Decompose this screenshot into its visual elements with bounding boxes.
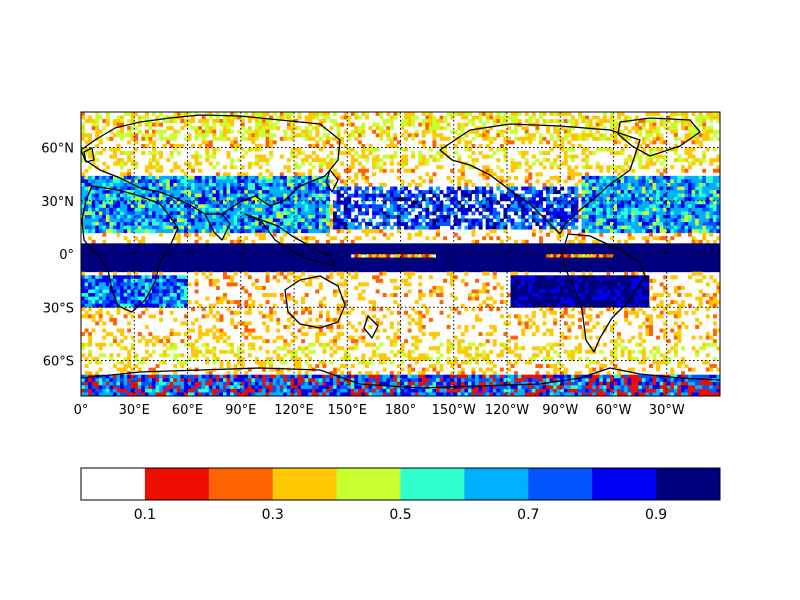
coastline-uk	[83, 147, 95, 163]
colorbar-swatch	[272, 468, 338, 500]
coastline-north-america	[439, 123, 641, 235]
colorbar-tick-label: 0.3	[262, 507, 284, 523]
colorbar: 0.1 0.3 0.5 0.7 0.9	[80, 467, 721, 523]
colorbar-frame	[80, 467, 721, 501]
colorbar-tick-label: 0.7	[517, 507, 539, 523]
colorbar-swatches	[81, 468, 721, 500]
lon-label: 150°W	[432, 403, 476, 418]
coastline-india	[204, 213, 231, 241]
coastline-europe-asia	[81, 114, 341, 215]
map-panel: 60°N 30°N 0° 30°S 60°S 0° 30°E 60°E 90°E 120°E 15…	[41, 111, 721, 418]
lon-label: 150°E	[327, 403, 367, 418]
coastline-australia	[284, 275, 346, 329]
coastlines	[81, 114, 720, 389]
lon-label: 60°W	[596, 403, 632, 418]
graticule	[80, 112, 720, 396]
colorbar-tick-labels: 0.1 0.3 0.5 0.7 0.9	[134, 507, 667, 523]
lon-label: 90°W	[542, 403, 578, 418]
colorbar-swatch	[656, 468, 721, 500]
latitude-labels: 60°N 30°N 0° 30°S 60°S	[41, 142, 74, 370]
lat-label: 60°N	[41, 142, 74, 157]
lon-label: 60°E	[172, 403, 203, 418]
coastline-japan	[325, 169, 339, 193]
coastline-new-zealand	[363, 315, 379, 339]
colorbar-swatch	[144, 468, 210, 500]
lon-label: 30°E	[119, 403, 150, 418]
colorbar-swatch	[528, 468, 593, 500]
lat-label: 60°S	[43, 355, 74, 370]
colorbar-tick-label: 0.1	[134, 507, 156, 523]
colorbar-swatch	[592, 468, 657, 500]
colorbar-tick-label: 0.5	[389, 507, 411, 523]
lon-label: 90°E	[225, 403, 256, 418]
map-frame	[80, 111, 721, 397]
coastline-southeast-asia	[244, 213, 336, 267]
lat-label: 30°S	[43, 301, 74, 316]
coastline-antarctica	[81, 367, 720, 389]
lon-label: 180°	[385, 403, 416, 418]
colorbar-swatch	[336, 468, 401, 500]
coastline-south-america	[561, 233, 646, 353]
longitude-labels: 0° 30°E 60°E 90°E 120°E 150°E 180° 150°W 120°W 90…	[74, 403, 685, 418]
lat-label: 30°N	[41, 195, 74, 210]
map-data-field	[81, 112, 720, 396]
lon-label: 120°W	[485, 403, 529, 418]
colorbar-swatch	[208, 468, 274, 500]
coastline-africa	[81, 185, 179, 313]
colorbar-swatch	[400, 468, 465, 500]
lon-label: 0°	[74, 403, 89, 418]
colorbar-tick-label: 0.9	[645, 507, 667, 523]
lon-label: 120°E	[274, 403, 314, 418]
colorbar-swatch	[81, 468, 146, 500]
coastline-greenland	[617, 117, 701, 157]
lat-label: 0°	[59, 248, 74, 263]
colorbar-swatch	[464, 468, 529, 500]
lon-label: 30°W	[649, 403, 685, 418]
